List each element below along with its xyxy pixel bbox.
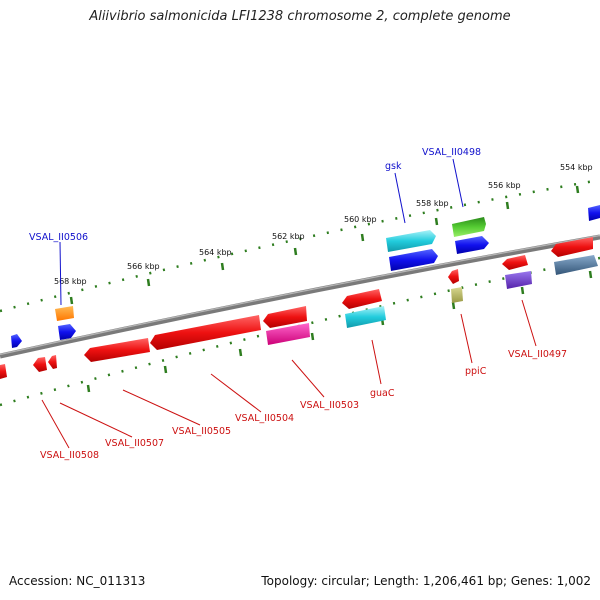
gene-guac-red[interactable] — [342, 289, 382, 309]
gene-blue-558[interactable] — [389, 249, 438, 271]
leader-vsal-ii0503 — [291, 359, 325, 398]
map-title: Aliivibrio salmonicida LFI1238 chromosom… — [89, 9, 511, 24]
label-guac[interactable]: guaC — [370, 388, 395, 399]
outer-major-ticks — [69, 185, 580, 305]
kbp-label-566: 566 kbp — [127, 262, 160, 271]
leader-vsal-ii0497 — [521, 299, 537, 347]
leader-vsal-ii0504 — [210, 373, 262, 413]
leader-ppic — [460, 313, 473, 364]
gene-ppic[interactable] — [451, 287, 463, 303]
gene-red-0497a[interactable] — [551, 237, 593, 257]
leader-vsal-ii0507 — [59, 402, 133, 438]
gene-red-edge[interactable] — [0, 364, 7, 379]
label-gsk[interactable]: gsk — [385, 161, 402, 172]
label-vsal-ii0506[interactable]: VSAL_II0506 — [29, 232, 88, 243]
label-vsal-ii0497[interactable]: VSAL_II0497 — [508, 349, 567, 360]
gene-vsal-ii0504[interactable] — [150, 315, 261, 350]
kbp-label-562: 562 kbp — [272, 232, 305, 241]
accession: Accession: NC_011313 — [9, 574, 146, 588]
gene-ppic-red[interactable] — [448, 269, 459, 284]
leader-gsk — [394, 172, 406, 224]
gene-vsal-ii0505[interactable] — [84, 338, 150, 362]
gene-blue-568[interactable] — [58, 324, 76, 340]
chromosome-backbone — [0, 234, 600, 359]
label-vsal-ii0507[interactable]: VSAL_II0507 — [105, 438, 164, 449]
kbp-label-560: 560 kbp — [344, 215, 377, 224]
genome-summary: Topology: circular; Length: 1,206,461 bp… — [261, 574, 591, 588]
gene-vsal-ii0503[interactable] — [266, 323, 310, 345]
leader-vsal-ii0506 — [59, 241, 62, 306]
gene-vsal-ii0508[interactable] — [33, 357, 47, 372]
gene-vsal-ii0498[interactable] — [452, 217, 486, 237]
gene-steel[interactable] — [554, 255, 598, 275]
gene-vsal-ii0506[interactable] — [55, 306, 74, 321]
label-ppic[interactable]: ppiC — [465, 366, 487, 377]
label-vsal-ii0505[interactable]: VSAL_II0505 — [172, 426, 231, 437]
gene-blue-left[interactable] — [11, 334, 22, 348]
leader-vsal-ii0498 — [452, 158, 464, 208]
label-vsal-ii0508[interactable]: VSAL_II0508 — [40, 450, 99, 461]
leader-vsal-ii0505 — [122, 389, 201, 426]
outer-tick-ring — [0, 178, 600, 313]
kbp-label-558: 558 kbp — [416, 199, 449, 208]
gene-red-0497b[interactable] — [502, 255, 528, 270]
gene-blue-554[interactable] — [588, 205, 600, 221]
inner-major-ticks — [86, 270, 593, 393]
kbp-label-568: 568 kbp — [54, 277, 87, 286]
label-vsal-ii0504[interactable]: VSAL_II0504 — [235, 413, 294, 424]
gene-vsal-ii0503-red[interactable] — [263, 306, 307, 328]
kbp-label-564: 564 kbp — [199, 248, 232, 257]
gene-guac[interactable] — [345, 306, 386, 328]
kbp-label-556: 556 kbp — [488, 181, 521, 190]
leader-guac — [371, 339, 382, 385]
label-vsal-ii0498[interactable]: VSAL_II0498 — [422, 147, 481, 158]
kbp-label-554: 554 kbp — [560, 163, 593, 172]
gene-blue-556[interactable] — [455, 236, 489, 254]
gene-vsal-ii0507[interactable] — [48, 355, 57, 369]
gene-vsal-ii0497[interactable] — [505, 271, 532, 289]
gene-gsk[interactable] — [386, 230, 436, 252]
label-vsal-ii0503[interactable]: VSAL_II0503 — [300, 400, 359, 411]
leader-vsal-ii0508 — [41, 399, 70, 449]
